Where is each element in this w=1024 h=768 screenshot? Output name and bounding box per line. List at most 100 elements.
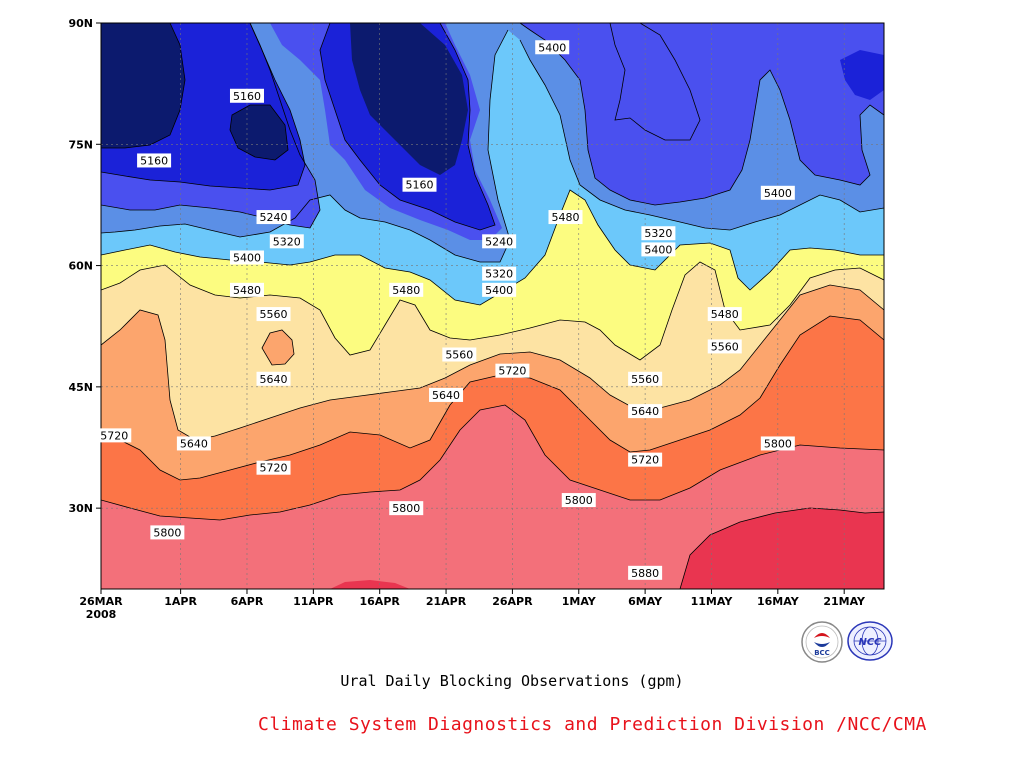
contour-label: 5240 (256, 210, 291, 225)
ncc-logo-text: NCC (858, 637, 882, 648)
contour-label: 5400 (760, 185, 795, 200)
contour-label-text: 5400 (538, 41, 566, 54)
contour-label-bg (97, 428, 132, 443)
ncc-logo-icon: NCC (847, 621, 893, 661)
contour-label-bg (561, 493, 596, 508)
contour-label-text: 5560 (631, 373, 659, 386)
contour-label-text: 5640 (180, 437, 208, 450)
chart-title: Ural Daily Blocking Observations (gpm) (340, 672, 684, 690)
contour-label-bg (256, 371, 291, 386)
contour-label-text: 5640 (432, 389, 460, 402)
contour-label-bg (760, 436, 795, 451)
band-5240-5320 (101, 23, 884, 240)
contour-label-bg (707, 339, 742, 354)
x-tick-label: 16MAY (757, 595, 800, 608)
contour-label-text: 5480 (233, 284, 261, 297)
contour-label-text: 5560 (445, 349, 473, 362)
contour-label: 5480 (229, 282, 264, 297)
contour-label-bg (641, 226, 676, 241)
contour-label: 5480 (389, 282, 424, 297)
contour-label-text: 5640 (631, 405, 659, 418)
contour-label-text: 5720 (260, 462, 288, 475)
contour-label-bg (176, 436, 211, 451)
contour-label-text: 5160 (406, 179, 434, 192)
contour-label: 5560 (256, 307, 291, 322)
contour-label: 5320 (269, 234, 304, 249)
band-above-5880-small (330, 580, 410, 589)
contour-label: 5720 (628, 452, 663, 467)
contour-label-text: 5320 (485, 268, 513, 281)
contour-label: 5480 (707, 307, 742, 322)
contour-label-text: 5320 (273, 235, 301, 248)
contour-label-text: 5640 (260, 373, 288, 386)
contour-label-bg (137, 153, 172, 168)
contour-label-bg (641, 242, 676, 257)
contour-label-text: 5320 (644, 227, 672, 240)
x-tick-label: 11MAY (691, 595, 734, 608)
contour-label-bg (229, 88, 264, 103)
x-tick-label: 16APR (360, 595, 401, 608)
contour-labels: 5160 5160 5160 5240 5320 5400 5480 5560 5480 5240… (97, 40, 795, 580)
contour-label: 5160 (229, 88, 264, 103)
contour-label-bg (256, 210, 291, 225)
credit-line: Climate System Diagnostics and Predictio… (258, 714, 927, 735)
y-axis: 30N 45N 60N 75N 90N (68, 17, 101, 515)
contour-label: 5480 (548, 210, 583, 225)
contour-label-bg (269, 234, 304, 249)
contour-label: 5640 (429, 387, 464, 402)
contour-label-bg (482, 234, 517, 249)
bump-5640 (262, 330, 294, 365)
contour-label-text: 5560 (260, 308, 288, 321)
contour-label-text: 5400 (764, 187, 792, 200)
contour-label-bg (760, 185, 795, 200)
x-tick-label: 6APR (231, 595, 264, 608)
contour-label: 5800 (389, 501, 424, 515)
contour-label-bg (535, 40, 570, 55)
contour-label-bg (548, 210, 583, 225)
y-tick-label: 90N (68, 17, 93, 30)
y-tick-label: 60N (68, 260, 93, 273)
contour-label: 5720 (495, 363, 530, 378)
contour-label-text: 5480 (392, 284, 420, 297)
contour-label: 5800 (561, 493, 596, 508)
contour-label-text: 5400 (485, 284, 513, 297)
contour-label-bg (229, 250, 264, 265)
contour-label-bg (628, 404, 663, 419)
y-tick-label: 30N (68, 502, 93, 515)
contour-label-text: 5480 (711, 308, 739, 321)
contour-label: 5160 (137, 153, 172, 168)
contour-label: 5640 (628, 404, 663, 419)
contour-label-text: 5400 (644, 243, 672, 256)
band-below-5160 (101, 23, 468, 175)
contour-label-bg (256, 460, 291, 475)
contour-label-bg (229, 282, 264, 297)
contour-label: 5320 (482, 266, 517, 281)
x-axis-year-label: 2008 (86, 608, 117, 621)
contour-label-bg (402, 177, 437, 192)
contour-label: 5720 (97, 428, 132, 443)
bcc-logo-text: BCC (814, 649, 830, 657)
contour-label-text: 5240 (260, 211, 288, 224)
contour-label-text: 5800 (565, 494, 593, 507)
contour-label: 5400 (641, 242, 676, 257)
bcc-logo-icon: BCC (801, 621, 843, 663)
contour-label-bg (429, 387, 464, 402)
contour-label-bg (256, 307, 291, 322)
contour-label: 5640 (256, 371, 291, 386)
contour-label-bg (628, 452, 663, 467)
contour-label: 5160 (402, 177, 437, 192)
contour-label: 5640 (176, 436, 211, 451)
contour-label-bg (482, 282, 517, 297)
contour-label-bg (495, 363, 530, 378)
contour-label: 5800 (760, 436, 795, 451)
contour-label: 5320 (641, 226, 676, 241)
contour-label-text: 5400 (233, 251, 261, 264)
x-tick-label: 6MAY (628, 595, 663, 608)
contour-label-text: 5240 (485, 235, 513, 248)
x-tick-label: 21APR (426, 595, 467, 608)
y-tick-label: 75N (68, 138, 93, 151)
contour-label-bg (628, 371, 663, 386)
band-above-5880 (680, 508, 884, 589)
x-tick-label: 26APR (492, 595, 533, 608)
